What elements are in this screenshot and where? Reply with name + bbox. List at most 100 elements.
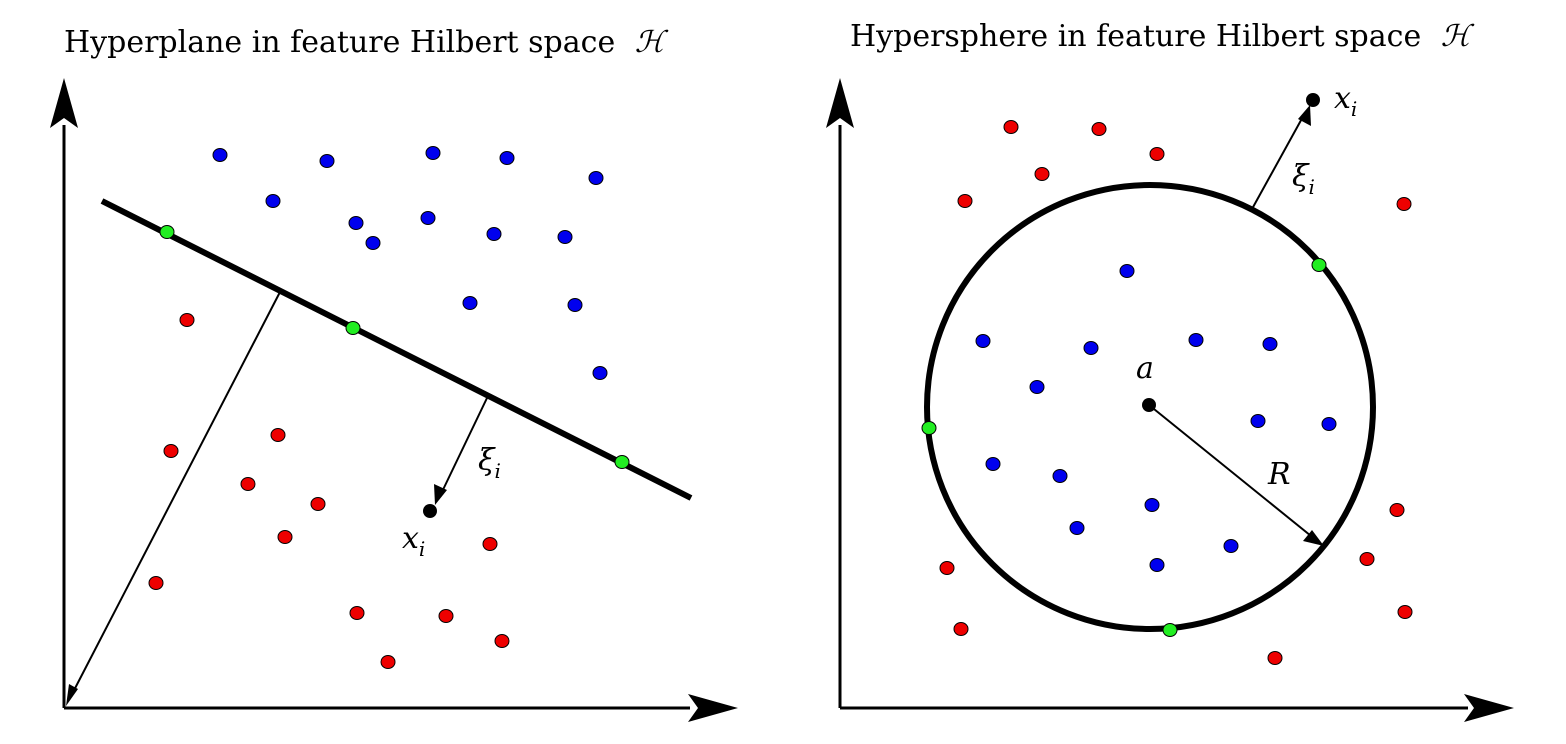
positive-point bbox=[486, 227, 502, 241]
x-subscript: i bbox=[419, 537, 425, 561]
slack-label-right: ξi bbox=[1292, 159, 1315, 199]
support-vector-point bbox=[159, 225, 175, 239]
negative-point bbox=[953, 622, 969, 636]
slack-arrowhead-left bbox=[434, 484, 447, 505]
hypersphere-title: Hypersphere in feature Hilbert space ℋ bbox=[850, 19, 1475, 54]
slack-label-left: ξi bbox=[478, 443, 501, 483]
xi-symbol-right: ξ bbox=[1292, 159, 1310, 194]
negative-point bbox=[1091, 122, 1107, 136]
radius-arrow bbox=[1148, 404, 1317, 541]
positive-point bbox=[1052, 469, 1068, 483]
negative-point bbox=[494, 634, 510, 648]
negative-point bbox=[1149, 147, 1165, 161]
positive-point bbox=[365, 236, 381, 250]
positive-point bbox=[557, 230, 573, 244]
positive-point bbox=[462, 296, 478, 310]
positive-point bbox=[499, 151, 515, 165]
hypersphere-title-text: Hypersphere in feature Hilbert space bbox=[850, 19, 1421, 54]
slack-arrow-left bbox=[439, 397, 488, 497]
positive-point bbox=[1119, 264, 1135, 278]
negative-point bbox=[1267, 651, 1283, 665]
positive-point bbox=[1321, 417, 1337, 431]
positive-point bbox=[1144, 498, 1160, 512]
positive-point bbox=[265, 194, 281, 208]
positive-point bbox=[1262, 337, 1278, 351]
normal-vector bbox=[69, 291, 281, 699]
positive-point bbox=[348, 216, 364, 230]
negative-point bbox=[163, 444, 179, 458]
negative-point bbox=[270, 428, 286, 442]
positive-point bbox=[592, 366, 608, 380]
negative-point bbox=[957, 194, 973, 208]
separating-hyperplane bbox=[100, 198, 693, 501]
outlier-point-right bbox=[1306, 93, 1320, 107]
outlier-label-left: xi bbox=[402, 521, 425, 561]
negative-point bbox=[1003, 120, 1019, 134]
right-x-arrowhead bbox=[1464, 694, 1514, 722]
negative-point bbox=[240, 477, 256, 491]
right-negative-points bbox=[939, 120, 1413, 665]
support-vector-point bbox=[921, 421, 937, 435]
support-vector-point bbox=[1162, 623, 1178, 637]
hilbert-symbol-right: ℋ bbox=[1441, 19, 1475, 54]
center-label: a bbox=[1136, 351, 1154, 386]
hilbert-symbol: ℋ bbox=[635, 25, 669, 60]
hyperplane-panel: Hyperplane in feature Hilbert space ℋ ξi… bbox=[50, 25, 738, 722]
positive-point bbox=[985, 457, 1001, 471]
positive-point bbox=[212, 148, 228, 162]
hypersphere-panel: Hypersphere in feature Hilbert space ℋ a… bbox=[826, 19, 1514, 722]
negative-point bbox=[310, 497, 326, 511]
negative-point bbox=[179, 313, 195, 327]
x-subscript-right: i bbox=[1351, 97, 1357, 121]
xi-subscript-right: i bbox=[1309, 175, 1315, 199]
left-negative-points bbox=[148, 313, 510, 669]
normal-vector-arrowhead bbox=[66, 684, 78, 706]
negative-point bbox=[277, 530, 293, 544]
positive-point bbox=[1083, 341, 1099, 355]
positive-point bbox=[1029, 380, 1045, 394]
positive-point bbox=[1188, 333, 1204, 347]
positive-point bbox=[1223, 539, 1239, 553]
x-symbol-right: x bbox=[1334, 81, 1351, 116]
outlier-label-right: xi bbox=[1334, 81, 1357, 121]
radius-label: R bbox=[1267, 457, 1291, 492]
negative-point bbox=[1396, 197, 1412, 211]
slack-arrowhead-right bbox=[1298, 105, 1311, 126]
support-vector-point bbox=[345, 321, 361, 335]
positive-point bbox=[567, 298, 583, 312]
left-axes bbox=[50, 78, 738, 722]
slack-arrow-right bbox=[1251, 112, 1306, 210]
positive-point bbox=[975, 334, 991, 348]
negative-point bbox=[1034, 167, 1050, 181]
x-symbol: x bbox=[402, 521, 419, 556]
support-vector-point bbox=[614, 455, 630, 469]
negative-point bbox=[349, 606, 365, 620]
support-vector-point bbox=[1311, 258, 1327, 272]
hyperplane-title-text: Hyperplane in feature Hilbert space bbox=[64, 25, 615, 60]
negative-point bbox=[1389, 503, 1405, 517]
right-y-arrowhead bbox=[826, 78, 854, 128]
hyperplane-title: Hyperplane in feature Hilbert space ℋ bbox=[64, 25, 669, 60]
positive-point bbox=[588, 171, 604, 185]
negative-point bbox=[482, 537, 498, 551]
radius-arrowhead bbox=[1303, 530, 1324, 546]
negative-point bbox=[939, 561, 955, 575]
positive-point bbox=[420, 211, 436, 225]
positive-point bbox=[1069, 521, 1085, 535]
negative-point bbox=[438, 609, 454, 623]
positive-point bbox=[1250, 414, 1266, 428]
negative-point bbox=[380, 655, 396, 669]
left-x-arrowhead bbox=[688, 694, 738, 722]
right-support-vectors bbox=[921, 258, 1327, 637]
positive-point bbox=[425, 146, 441, 160]
hypersphere-boundary bbox=[924, 182, 1376, 632]
right-axes bbox=[826, 78, 1514, 722]
left-positive-points bbox=[212, 146, 608, 380]
negative-point bbox=[148, 576, 164, 590]
xi-subscript: i bbox=[495, 459, 501, 483]
left-y-arrowhead bbox=[50, 78, 78, 128]
right-positive-points bbox=[975, 264, 1337, 572]
sphere-center-point bbox=[1142, 398, 1156, 412]
negative-point bbox=[1397, 605, 1413, 619]
